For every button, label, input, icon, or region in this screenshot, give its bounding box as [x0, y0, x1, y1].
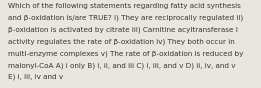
Text: β-oxidation is activated by citrate iii) Carnitine acyltransferase I: β-oxidation is activated by citrate iii)… [8, 26, 238, 33]
Text: Which of the following statements regarding fatty acid synthesis: Which of the following statements regard… [8, 3, 241, 9]
Text: E) i, iii, iv and v: E) i, iii, iv and v [8, 74, 63, 80]
Text: activity regulates the rate of β-oxidation iv) They both occur in: activity regulates the rate of β-oxidati… [8, 38, 235, 45]
Text: multi-enzyme complexes v) The rate of β-oxidation is reduced by: multi-enzyme complexes v) The rate of β-… [8, 50, 243, 57]
Text: malonyl-CoA A) i only B) i, ii, and iii C) i, iii, and v D) ii, iv, and v: malonyl-CoA A) i only B) i, ii, and iii … [8, 62, 235, 69]
Text: and β-oxidation is/are TRUE? i) They are reciprocally regulated ii): and β-oxidation is/are TRUE? i) They are… [8, 15, 243, 21]
